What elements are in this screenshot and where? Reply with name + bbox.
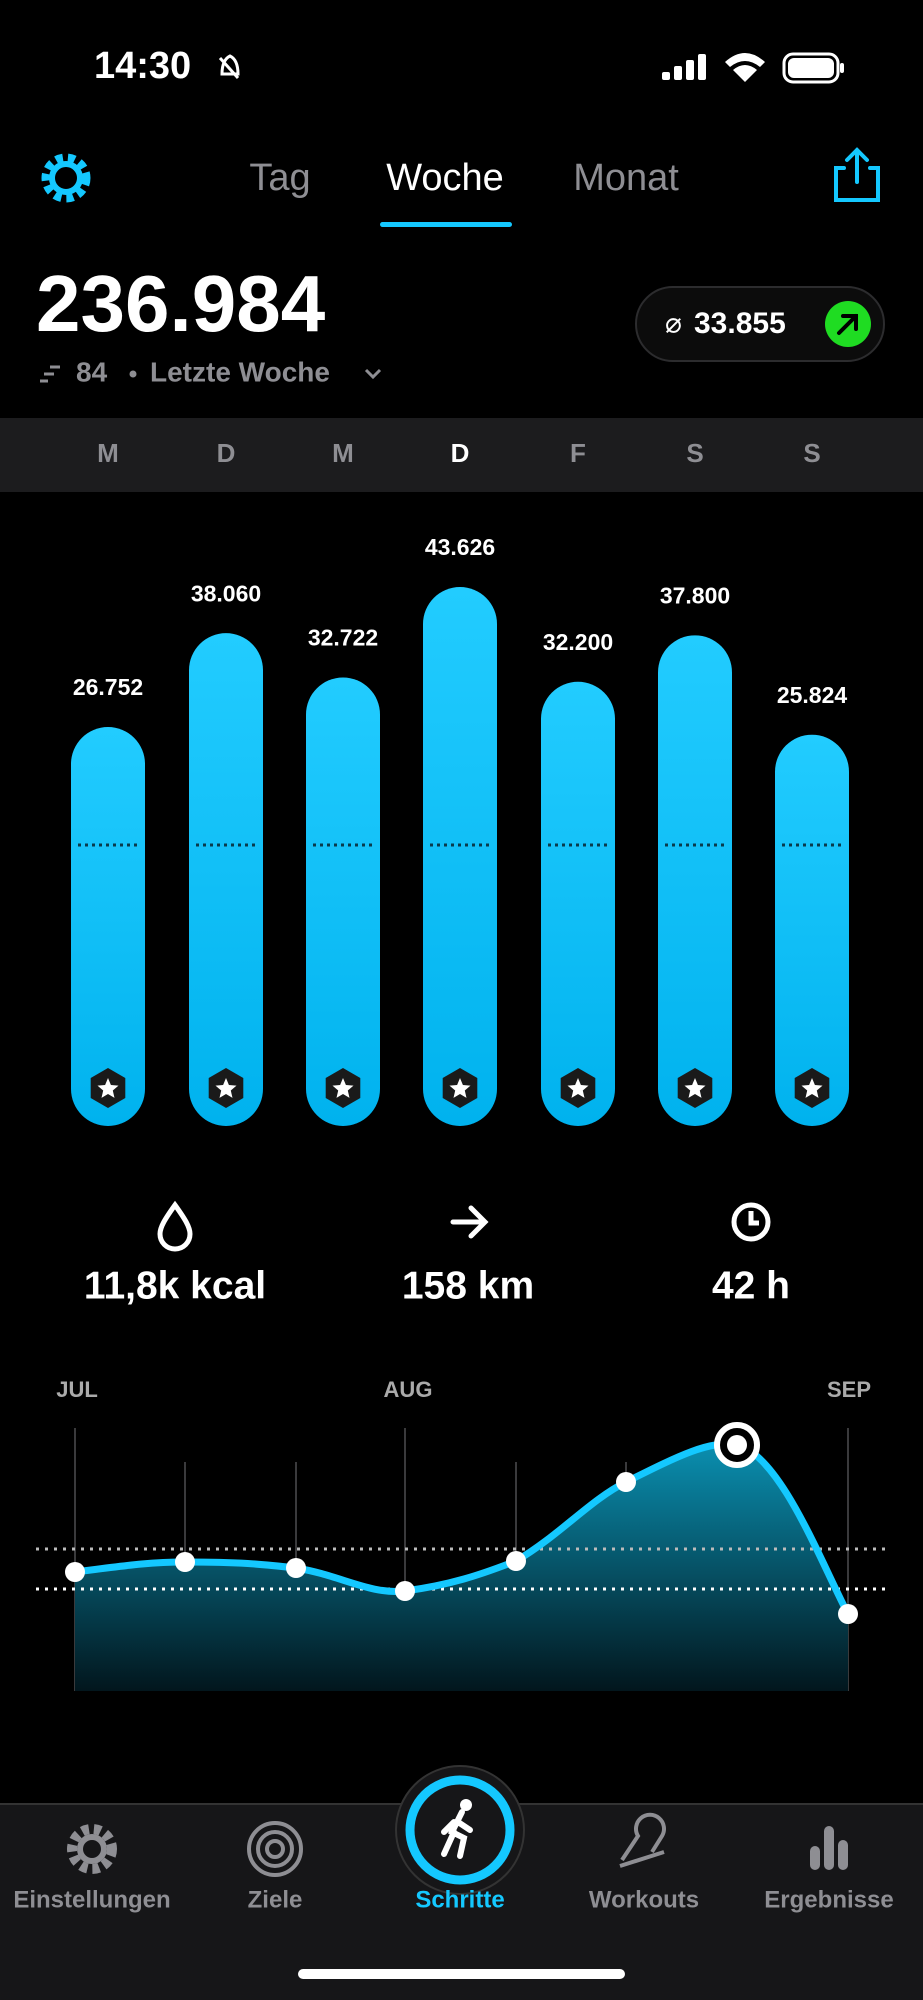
bar [658,635,732,1126]
nav-item[interactable]: Ergebnisse [764,1886,893,1913]
bar [423,587,497,1126]
goal-star [684,1078,706,1098]
rank: 84 [76,356,108,387]
center-button-bg [395,1765,525,1895]
total-steps: 236.984 [36,259,326,348]
tab-active[interactable]: Woche [386,157,504,199]
day-label: D [217,438,236,468]
bar-value-label: 43.626 [425,534,495,560]
distance-icon [450,1205,489,1239]
tab-underline [380,222,512,227]
dropdown-arrow [364,368,382,380]
period-selector[interactable]: Letzte Woche [150,356,330,387]
month-label: SEP [827,1377,871,1402]
status-icons [218,52,844,84]
stat-value: 42 h [712,1264,790,1307]
bar [541,681,615,1126]
month-label: JUL [56,1377,98,1402]
bar-value-label: 32.200 [543,629,613,655]
tab[interactable]: Monat [573,157,679,199]
settings-button[interactable] [41,153,91,203]
average-pill[interactable] [635,286,885,362]
time-icon [731,1202,771,1242]
trend-arrow [837,314,858,335]
average-symbol: ⌀ [665,307,682,338]
day-label: D [451,438,470,468]
bar-value-label: 32.722 [308,625,378,651]
bar [775,734,849,1126]
home-indicator [298,1969,625,1979]
goal-star [97,1078,119,1098]
bar-value-label: 38.060 [191,580,261,606]
average-value: 33.855 [694,307,786,340]
nav-item-active[interactable]: Schritte [415,1886,504,1913]
share-button[interactable] [834,147,880,202]
goal-star [449,1078,471,1098]
day-label: F [570,438,586,468]
bar [71,727,145,1126]
bar [189,633,263,1126]
bar-value-label: 37.800 [660,582,730,608]
nav-icons [67,1775,848,1885]
nav-item[interactable]: Einstellungen [13,1886,170,1913]
stat-value: 158 km [402,1264,534,1307]
tab[interactable]: Tag [249,157,310,199]
nav-item[interactable]: Ziele [248,1886,303,1913]
stat-value: 11,8k kcal [84,1264,266,1307]
trend-chart [36,1422,888,1691]
goal-star [332,1078,354,1098]
calories-icon [157,1200,193,1252]
nav-item[interactable]: Workouts [589,1886,699,1913]
day-label: M [97,438,119,468]
separator [129,370,137,378]
bar-value-label: 25.824 [777,682,848,708]
month-label: AUG [384,1377,433,1402]
bar [306,677,380,1126]
goal-star [567,1078,589,1098]
day-label: M [332,438,354,468]
goal-star [801,1078,823,1098]
status-time: 14:30 [94,45,191,87]
day-strip [0,418,923,492]
bar-value-label: 26.752 [73,674,143,700]
day-label: S [686,438,703,468]
day-label: S [803,438,820,468]
rank-icon [40,365,60,383]
week-chart: M 26.752 D 38.060 M 32.722 D 43.626 F 32.200 S 37.8… [71,438,849,1126]
goal-star [215,1078,237,1098]
